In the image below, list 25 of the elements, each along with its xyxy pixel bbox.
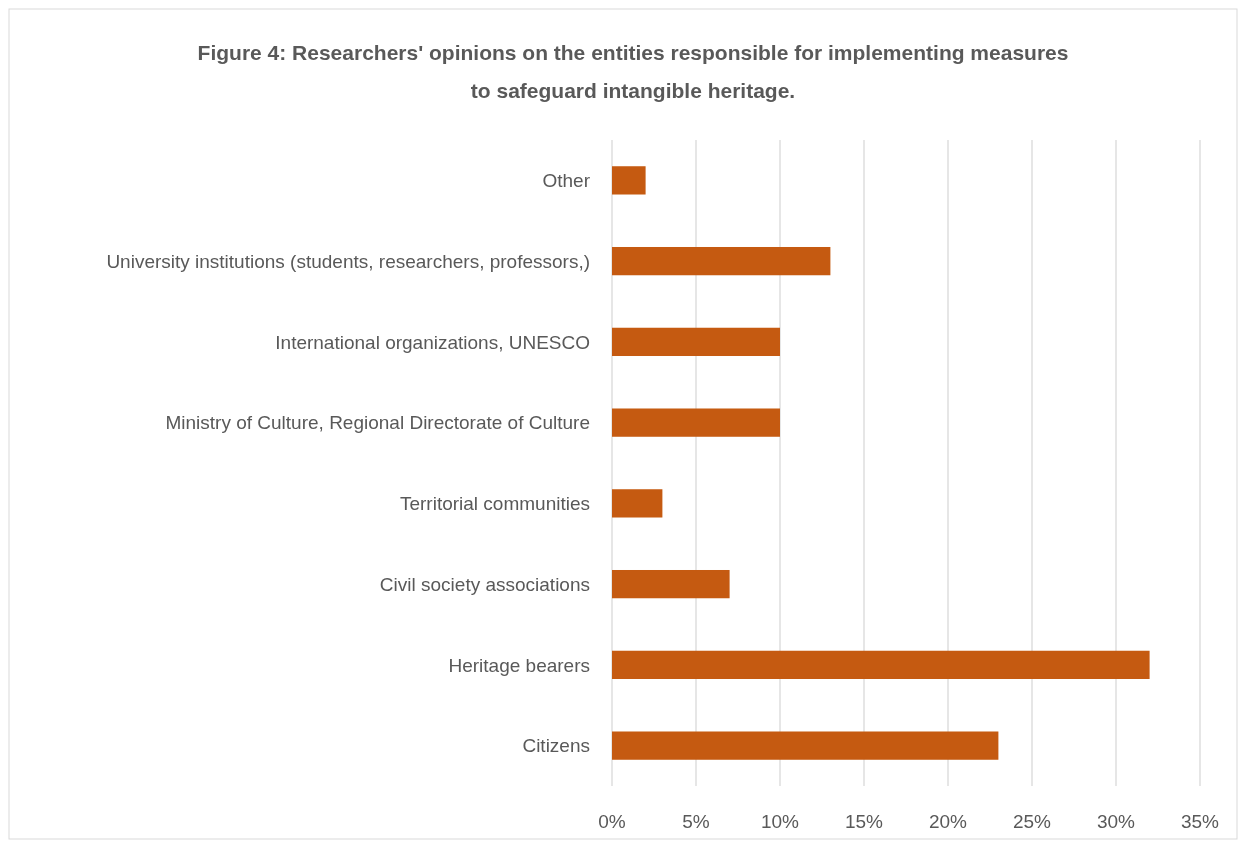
bar [612, 650, 1150, 680]
bar [612, 246, 831, 276]
x-tick-label: 25% [1012, 811, 1052, 832]
y-tick-label: Civil society associations [379, 573, 590, 595]
bar [612, 569, 730, 599]
x-tick-label: 20% [928, 811, 968, 832]
y-tick-label: Territorial communities [399, 493, 590, 515]
x-tick-label: 30% [1096, 811, 1136, 832]
bar [612, 731, 999, 760]
y-tick-label: Citizens [522, 735, 590, 757]
y-tick-label: Ministry of Culture, Regional Directorate of Culture [165, 412, 590, 434]
x-tick-label: 0% [598, 811, 626, 832]
y-tick-label: University institutions (students, researchers, professors,) [106, 250, 590, 272]
y-tick-label: Heritage bearers [448, 654, 590, 676]
chart-title: Figure 4: Researchers' opinions on the entities responsible for implementing measures to safeguard intangible heritage. [197, 41, 1069, 102]
x-tick-label: 5% [682, 811, 710, 832]
bar [612, 489, 663, 518]
y-tick-label: International organizations, UNESCO [275, 331, 590, 353]
x-tick-label: 15% [844, 811, 884, 832]
y-tick-label: Other [542, 170, 591, 192]
bar [612, 327, 780, 357]
x-tick-label: 10% [760, 811, 800, 832]
x-tick-label: 35% [1180, 811, 1220, 832]
bar [612, 408, 780, 437]
bar [612, 166, 646, 195]
